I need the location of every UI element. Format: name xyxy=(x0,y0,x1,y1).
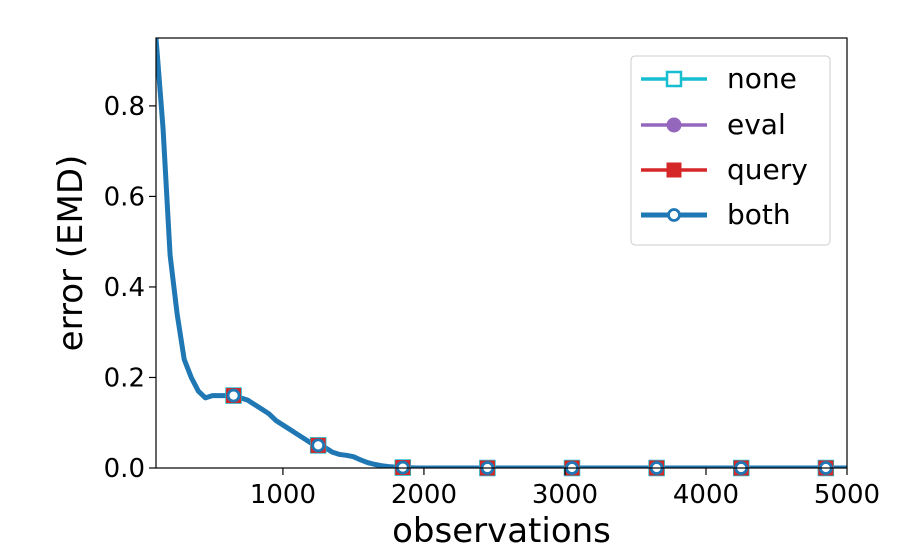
legend-frame xyxy=(630,55,831,246)
x-tick-label: 3000 xyxy=(532,480,598,510)
y-tick-label: 0.2 xyxy=(104,363,145,393)
x-tick-label: 5000 xyxy=(814,480,880,510)
plot-frame xyxy=(155,37,848,469)
x-tick-label: 4000 xyxy=(673,480,739,510)
legend-marker-query xyxy=(666,162,682,178)
legend: none eval query both xyxy=(630,55,831,246)
x-tick-label: 1000 xyxy=(250,480,316,510)
data-point-both xyxy=(226,388,241,403)
y-tick-label: 0.0 xyxy=(104,454,145,484)
legend-marker-eval xyxy=(666,117,682,133)
legend-label-eval: eval xyxy=(727,108,786,141)
legend-label-none: none xyxy=(727,62,797,95)
y-axis: 0.0 0.2 0.4 0.6 0.8 xyxy=(104,92,156,484)
x-axis: 1000 2000 3000 4000 5000 xyxy=(250,468,880,510)
marker-layer xyxy=(225,387,835,477)
y-tick-label: 0.6 xyxy=(104,182,145,212)
legend-marker-none xyxy=(665,70,683,88)
y-axis-label: error (EMD) xyxy=(51,155,91,352)
plot-area xyxy=(155,37,848,477)
legend-marker-both xyxy=(667,208,681,222)
y-tick-label: 0.4 xyxy=(104,273,145,303)
data-point-both xyxy=(311,438,326,453)
y-tick-label: 0.8 xyxy=(104,92,145,122)
x-axis-label: observations xyxy=(392,511,611,551)
legend-label-query: query xyxy=(727,153,808,186)
legend-label-both: both xyxy=(727,198,791,231)
x-tick-label: 2000 xyxy=(391,480,457,510)
